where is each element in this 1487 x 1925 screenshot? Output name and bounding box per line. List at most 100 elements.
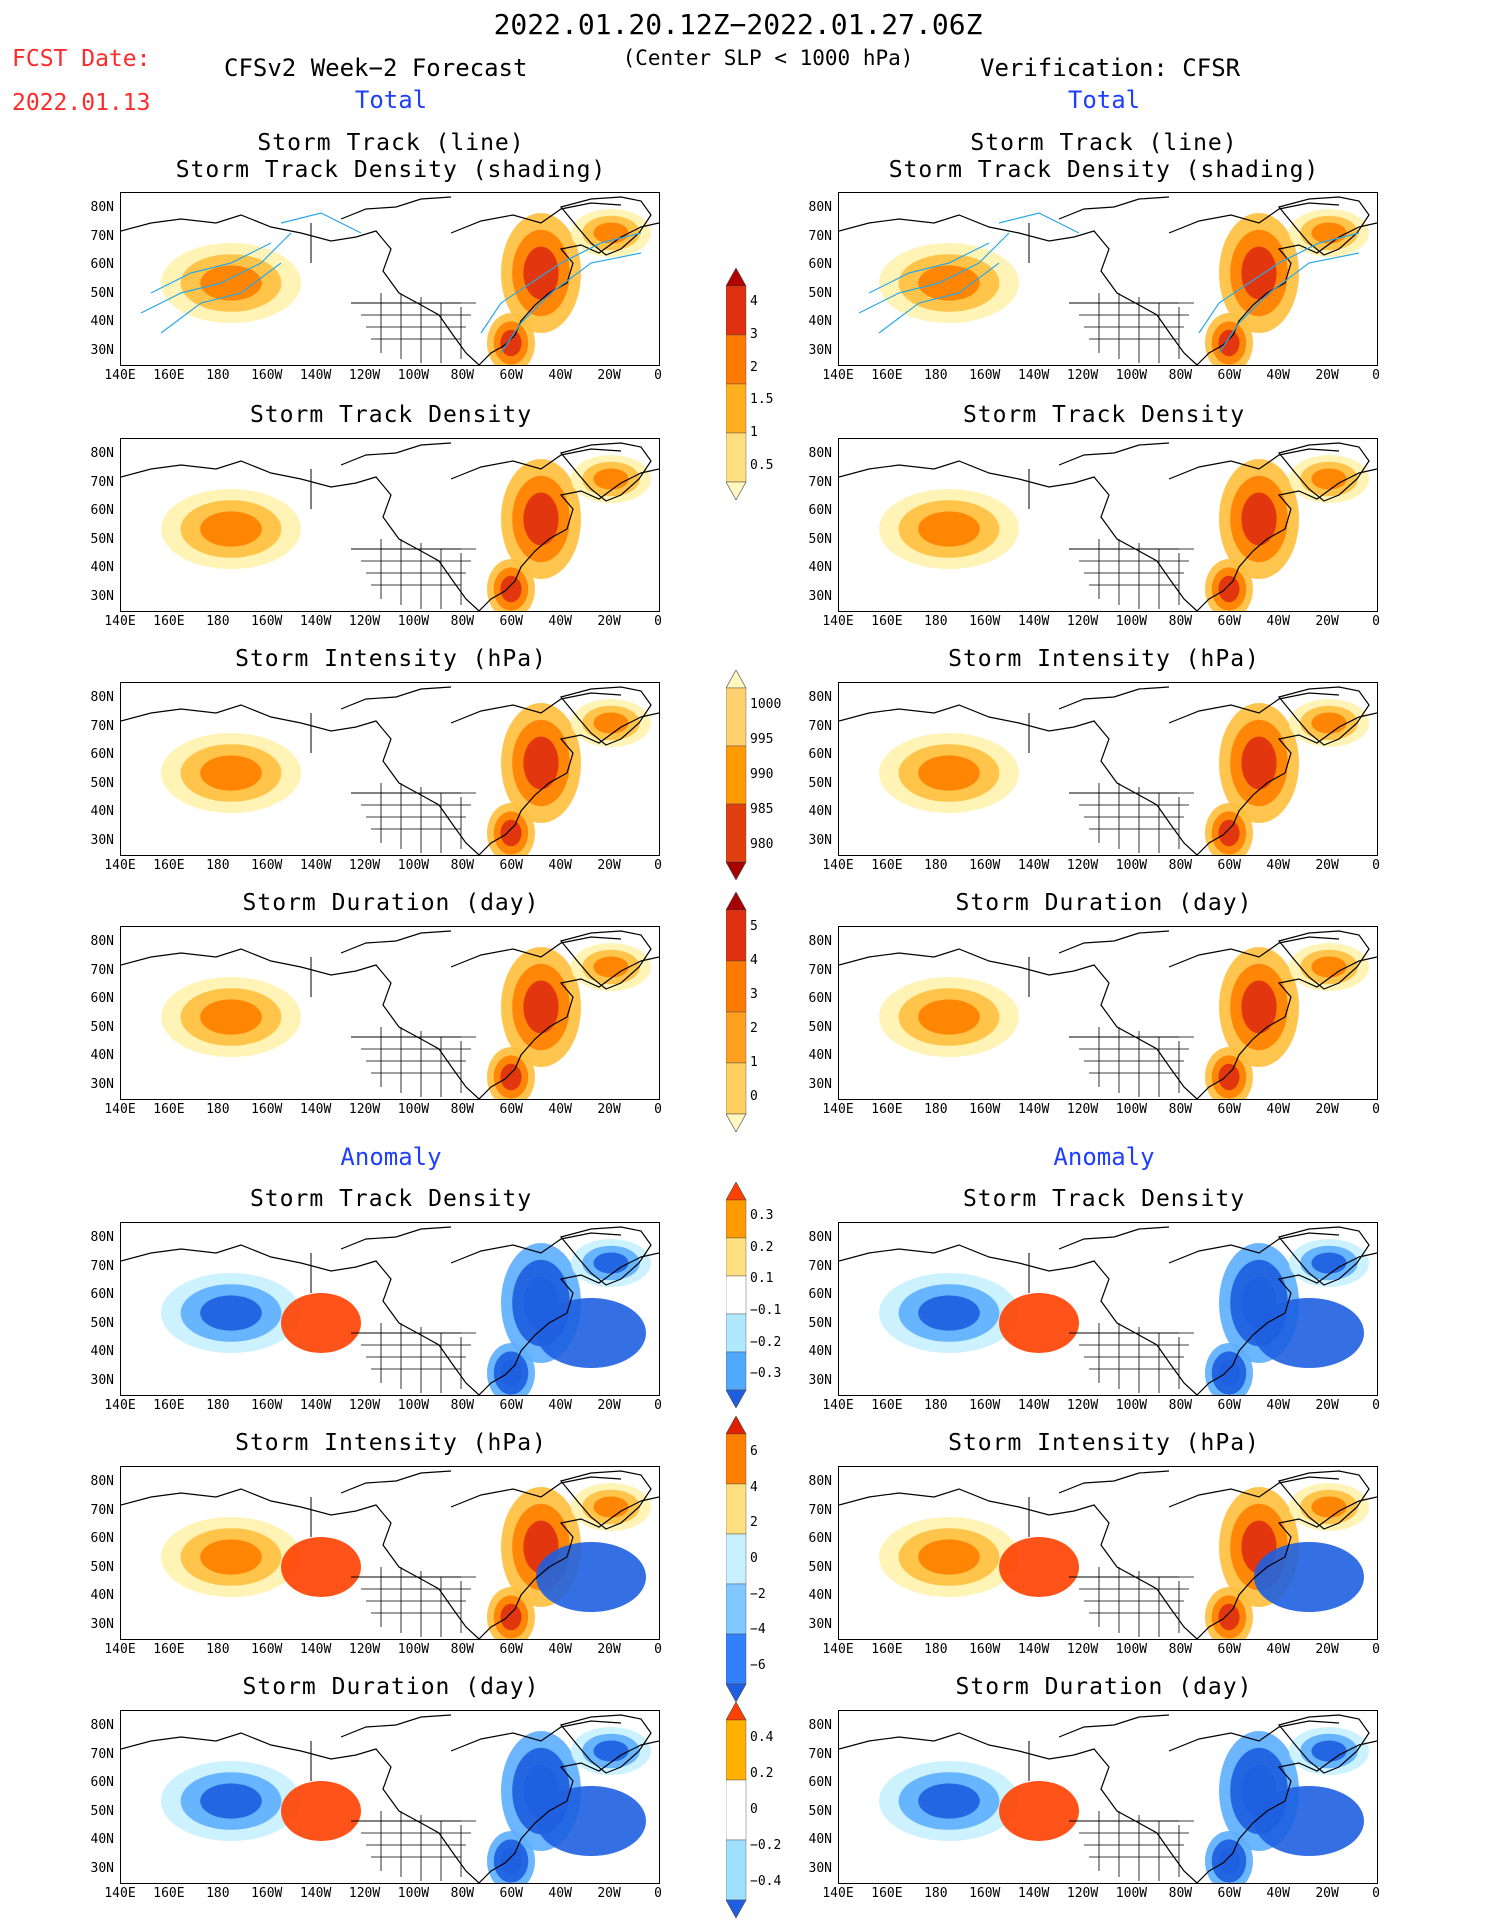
- lat-tick-label: 50N: [808, 1019, 832, 1035]
- coastline: [1058, 930, 1340, 968]
- lon-tick-label: 180: [924, 858, 948, 873]
- lat-tick-label: 30N: [90, 832, 114, 848]
- shaded-region: [501, 703, 581, 823]
- lon-tick-label: 160E: [871, 1398, 903, 1413]
- lat-tick-label: 60N: [808, 1287, 832, 1302]
- colorbar: 0.3 0.2 0.1 −0.1 −0.2 −0.3: [725, 1181, 816, 1409]
- lon-tick-label: 140E: [104, 614, 136, 629]
- lon-tick-label: 160W: [969, 858, 1001, 873]
- lon-tick-label: 160W: [251, 858, 283, 873]
- lon-tick-label: 160E: [871, 858, 903, 873]
- lat-tick-label: 60N: [808, 1531, 832, 1546]
- colorbar-label: 3: [750, 327, 758, 342]
- lon-tick-label: 160E: [153, 1398, 185, 1413]
- lon-tick-label: 160E: [153, 1886, 185, 1901]
- lon-tick-label: 140E: [104, 858, 136, 873]
- fcst-label: FCST Date:: [12, 46, 151, 72]
- lat-tick-label: 30N: [90, 588, 114, 604]
- total-label-left: Total: [354, 86, 428, 114]
- shaded-region: [161, 1273, 301, 1353]
- shaded-region: [487, 1343, 535, 1395]
- lat-tick-label: 70N: [808, 1746, 832, 1762]
- lon-tick-label: 140W: [1017, 1398, 1050, 1413]
- colorbar-swatches: [725, 891, 747, 1133]
- lon-tick-label: 60W: [1217, 1886, 1242, 1901]
- title-track-shading-right: Storm Track Density (shading): [888, 157, 1320, 183]
- shaded-region: [879, 733, 1019, 813]
- shaded-region: [999, 1781, 1079, 1841]
- storm-tracks: [858, 212, 1360, 354]
- total-label-right: Total: [1067, 86, 1141, 114]
- coastline: [559, 442, 652, 502]
- map-canvas: [839, 930, 1377, 1099]
- map-panel: [120, 926, 660, 1100]
- colorbar-label: −0.2: [750, 1334, 782, 1350]
- title-duration-right: Storm Duration (day): [955, 890, 1253, 916]
- lon-tick-label: 180: [206, 1886, 230, 1901]
- lat-tick-label: 50N: [808, 285, 832, 301]
- map-canvas: [121, 1226, 659, 1395]
- lat-tick-label: 30N: [90, 1076, 114, 1092]
- shaded-region: [161, 977, 301, 1057]
- lon-tick-label: 20W: [1315, 368, 1339, 383]
- lon-tick-label: 140E: [104, 368, 136, 383]
- title-duration-left: Storm Duration (day): [242, 890, 540, 916]
- lon-tick-label: 140E: [822, 1398, 854, 1413]
- lon-tick-label: 160E: [153, 1102, 185, 1117]
- lon-tick-label: 120W: [1066, 368, 1099, 383]
- lon-tick-label: 120W: [348, 1398, 381, 1413]
- coastline: [1277, 442, 1370, 502]
- shaded-region: [161, 489, 301, 569]
- colorbar-label: −0.3: [750, 1366, 782, 1382]
- map-panel: [838, 1710, 1378, 1884]
- lon-tick-label: 120W: [1066, 1642, 1099, 1657]
- shaded-region: [1205, 559, 1253, 611]
- lon-tick-label: 80W: [450, 614, 475, 629]
- lat-tick-label: 60N: [90, 747, 114, 762]
- lat-tick-label: 40N: [808, 804, 832, 819]
- lat-tick-label: 40N: [90, 560, 114, 575]
- shaded-region: [536, 1542, 646, 1612]
- title-density-left: Storm Track Density: [249, 402, 533, 428]
- lon-tick-label: 140W: [1017, 1102, 1050, 1117]
- lat-tick-label: 80N: [90, 1718, 114, 1733]
- lat-tick-label: 40N: [808, 1832, 832, 1847]
- lat-tick-label: 70N: [90, 1502, 114, 1518]
- lon-tick-label: 0: [654, 368, 662, 383]
- lon-tick-label: 80W: [1168, 368, 1193, 383]
- shaded-region: [536, 1298, 646, 1368]
- lon-tick-label: 80W: [1168, 1102, 1193, 1117]
- shaded-region: [161, 243, 301, 323]
- shaded-region: [879, 1273, 1019, 1353]
- lon-tick-label: 100W: [397, 614, 430, 629]
- lon-tick-label: 180: [924, 1398, 948, 1413]
- lon-tick-label: 40W: [1266, 858, 1290, 873]
- lat-tick-label: 40N: [90, 1588, 114, 1603]
- map-panel: [120, 192, 660, 366]
- colorbar-label: 2: [750, 1021, 758, 1036]
- lat-tick-label: 60N: [808, 747, 832, 762]
- lon-tick-label: 0: [654, 1398, 662, 1413]
- lat-tick-label: 80N: [808, 1718, 832, 1733]
- lon-tick-label: 40W: [548, 368, 572, 383]
- lat-tick-label: 50N: [808, 775, 832, 791]
- lat-tick-label: 50N: [90, 1019, 114, 1035]
- shaded-region: [1289, 699, 1369, 747]
- colorbar-label: −0.1: [750, 1302, 782, 1318]
- lon-tick-label: 180: [924, 1102, 948, 1117]
- lon-tick-label: 120W: [1066, 858, 1099, 873]
- shaded-region: [571, 943, 651, 991]
- lon-tick-label: 40W: [548, 614, 572, 629]
- lon-tick-label: 160W: [251, 1642, 283, 1657]
- lat-tick-label: 40N: [90, 1344, 114, 1359]
- lat-tick-label: 30N: [808, 588, 832, 604]
- lat-tick-label: 40N: [90, 804, 114, 819]
- map-panel: [120, 438, 660, 612]
- colorbar-label: −0.4: [750, 1874, 782, 1889]
- lon-tick-label: 140E: [822, 614, 854, 629]
- lat-tick-label: 30N: [808, 832, 832, 848]
- lat-tick-label: 30N: [808, 1372, 832, 1388]
- lon-tick-label: 100W: [1115, 1102, 1148, 1117]
- colorbar-label: 0.2: [750, 1239, 774, 1255]
- lat-tick-label: 80N: [808, 934, 832, 949]
